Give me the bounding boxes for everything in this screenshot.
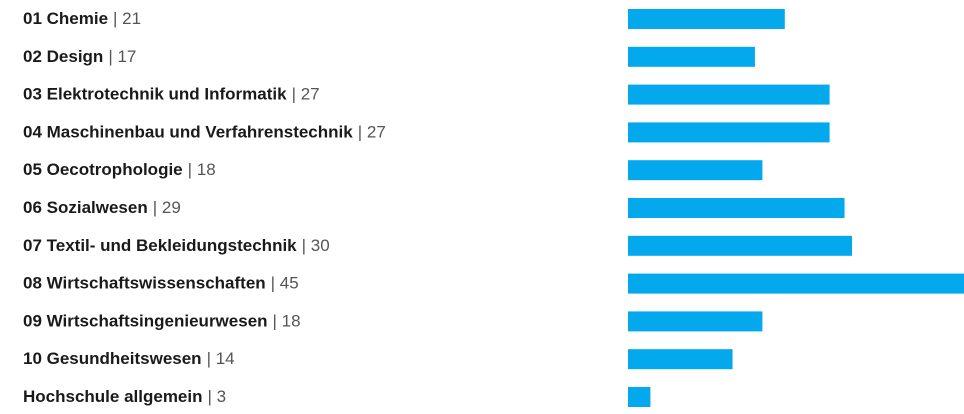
row-label: 05 Oecotrophologie | 18 [23,161,216,180]
category-label: 08 Wirtschaftswissenschaften [23,274,266,293]
row-label: 10 Gesundheitswesen | 14 [23,350,235,369]
bar [628,311,763,332]
bar [628,235,852,256]
row-label: 03 Elektrotechnik und Informatik | 27 [23,85,320,104]
category-label: 03 Elektrotechnik und Informatik [23,85,287,104]
row-label: Hochschule allgemein | 3 [23,387,226,406]
row-label: 06 Sozialwesen | 29 [23,198,181,217]
bar [628,122,830,143]
value-label: | 21 [113,9,141,28]
value-label: | 3 [208,387,227,406]
value-label: | 17 [108,47,136,66]
row-label: 08 Wirtschaftswissenschaften | 45 [23,274,299,293]
value-label: | 30 [302,236,330,255]
row-label: 09 Wirtschaftsingenieurwesen | 18 [23,312,301,331]
category-label: 05 Oecotrophologie [23,161,183,180]
row-label: 07 Textil- und Bekleidungstechnik | 30 [23,236,330,255]
category-label: 02 Design [23,47,103,66]
row-label: 01 Chemie | 21 [23,9,141,28]
value-label: | 29 [153,198,181,217]
bar [628,160,763,181]
row-label: 04 Maschinenbau und Verfahrenstechnik | 2… [23,123,386,142]
value-label: | 45 [271,274,299,293]
bar [628,84,830,105]
bar [628,46,755,67]
category-label: 09 Wirtschaftsingenieurwesen [23,312,268,331]
value-label: | 27 [358,123,386,142]
bar [628,9,785,29]
bar [628,349,733,370]
category-label: 07 Textil- und Bekleidungstechnik [23,236,297,255]
category-label: 04 Maschinenbau und Verfahrenstechnik [23,123,353,142]
bar [628,198,845,218]
category-label: 10 Gesundheitswesen [23,350,202,369]
bar [628,273,964,294]
value-label: | 27 [292,85,320,104]
value-label: | 18 [188,161,216,180]
category-label: 06 Sozialwesen [23,198,148,217]
value-label: | 14 [207,350,235,369]
value-label: | 18 [273,312,301,331]
category-label: Hochschule allgemein [23,387,203,406]
bar [628,387,651,407]
category-label: 01 Chemie [23,9,108,28]
row-label: 02 Design | 17 [23,47,136,66]
